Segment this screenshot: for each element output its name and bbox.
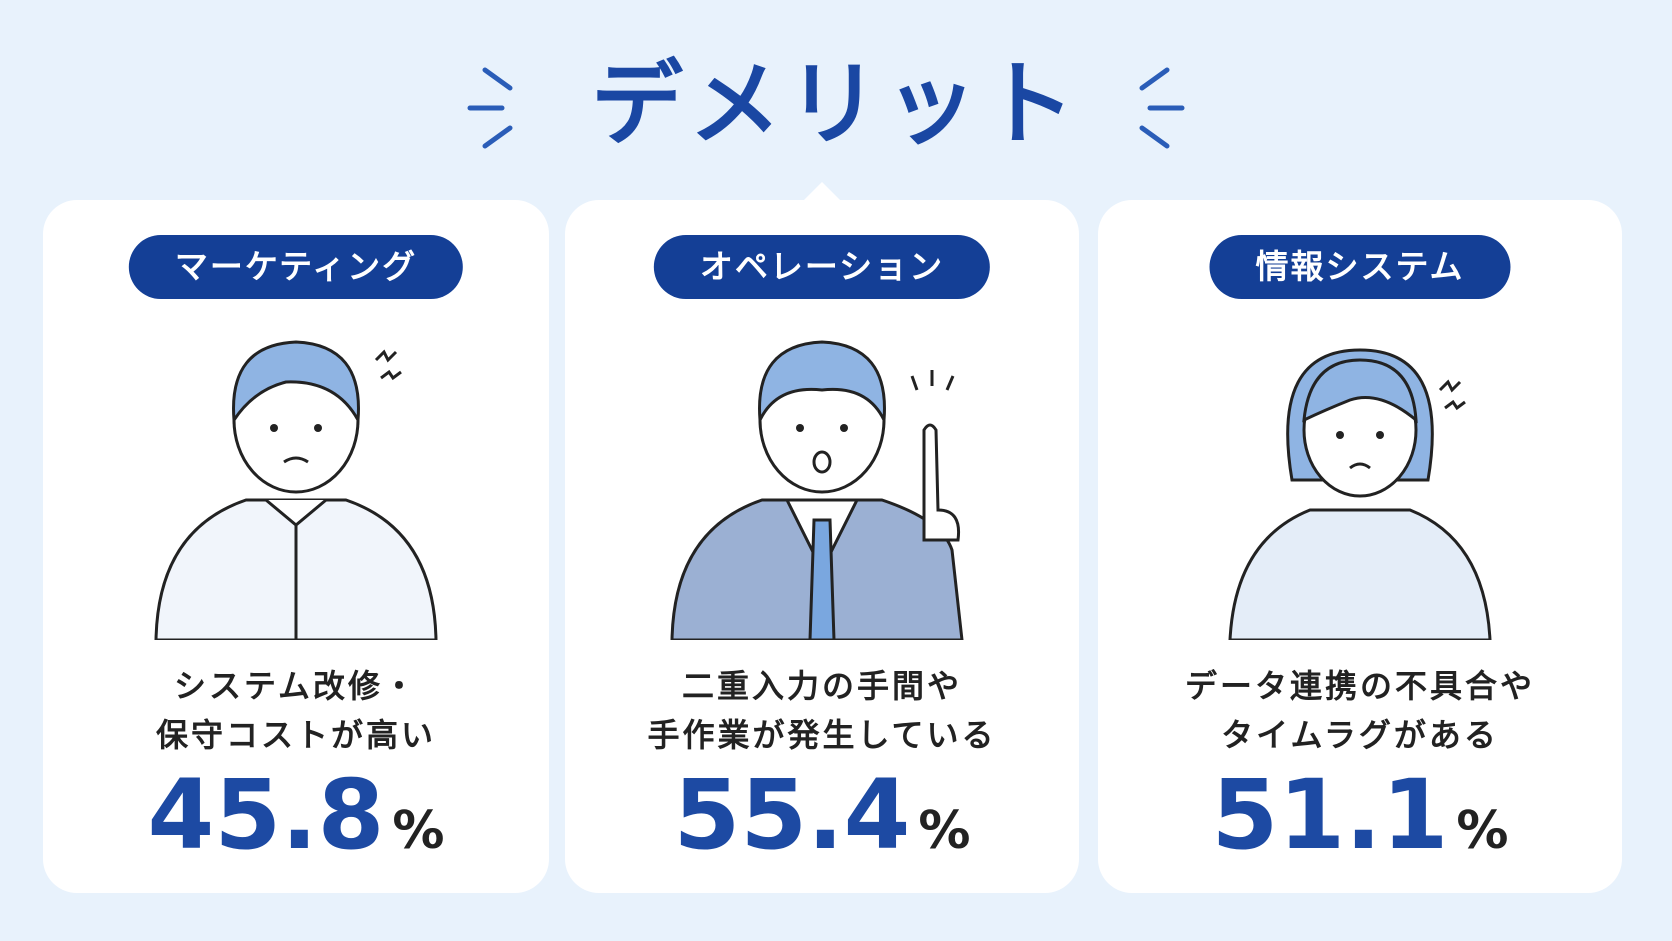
unit: %: [392, 801, 445, 861]
description-line: データ連携の不具合や: [1184, 667, 1535, 705]
percentage: 51.1%: [1098, 760, 1622, 886]
unit: %: [1456, 801, 1509, 861]
illustration: [670, 340, 964, 640]
description-line: システム改修・: [173, 667, 419, 705]
decoration: [467, 67, 513, 149]
card: オペレーション 二重入力の手間や 手作業が発生している 55.4%: [565, 182, 1079, 893]
value: 45.8: [147, 759, 385, 871]
unit: %: [918, 801, 971, 861]
card-label: マーケティング: [128, 235, 464, 299]
description: 二重入力の手間や 手作業が発生している: [565, 662, 1079, 760]
title: デメリット: [590, 51, 1081, 158]
description-line: 手作業が発生している: [647, 716, 997, 754]
description: データ連携の不具合や タイムラグがある: [1098, 662, 1622, 760]
card: 情報システム データ連携の不具合や タイムラグがある 51.1%: [1098, 200, 1622, 893]
decoration: [1139, 67, 1185, 149]
description-line: タイムラグがある: [1221, 716, 1499, 754]
percentage: 45.8%: [43, 760, 549, 886]
notch: [804, 182, 840, 200]
card-label: オペレーション: [653, 235, 991, 299]
description-line: 保守コストが高い: [155, 716, 436, 754]
percentage: 55.4%: [565, 760, 1079, 886]
illustration: [1228, 348, 1492, 640]
description: システム改修・ 保守コストが高い: [43, 662, 549, 760]
card: マーケティング システム改修・ 保守コストが高い 45.8%: [43, 200, 549, 893]
value: 55.4: [673, 759, 911, 871]
card-label: 情報システム: [1209, 235, 1511, 299]
description-line: 二重入力の手間や: [681, 667, 962, 705]
value: 51.1: [1211, 759, 1449, 871]
illustration: [154, 340, 438, 640]
